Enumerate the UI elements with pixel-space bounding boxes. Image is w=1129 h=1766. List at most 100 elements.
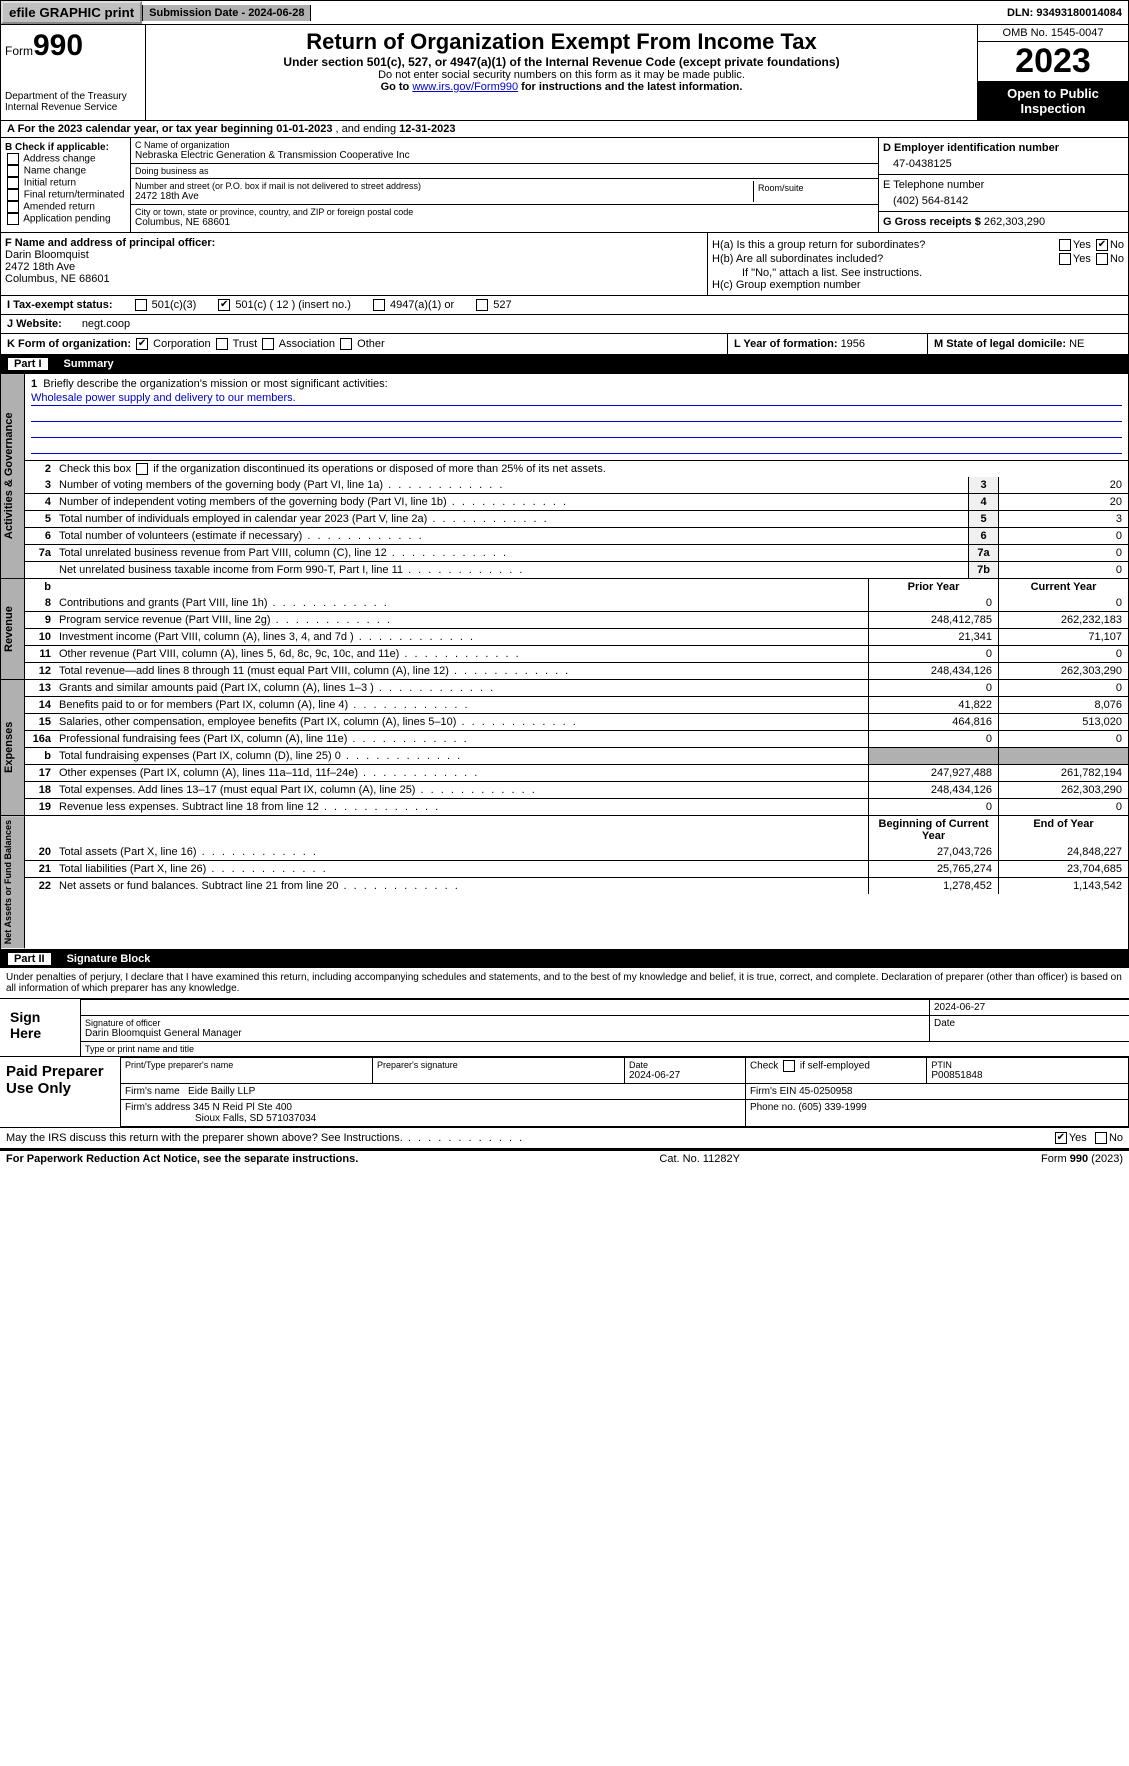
current-value: 0: [998, 799, 1128, 815]
checkbox-ha-yes[interactable]: [1059, 239, 1071, 251]
line2-desc: Check this box if the organization disco…: [55, 461, 1128, 477]
line-box: 5: [968, 511, 998, 527]
discuss-irs-row: May the IRS discuss this return with the…: [0, 1128, 1129, 1149]
checkbox-501c3[interactable]: [135, 299, 147, 311]
mission-blank-1: [31, 408, 1122, 422]
opt-501c-pre: 501(c) (: [235, 299, 276, 311]
org-name: Nebraska Electric Generation & Transmiss…: [135, 150, 874, 161]
prep-sig-label: Preparer's signature: [377, 1060, 620, 1070]
checkbox-other[interactable]: [340, 338, 352, 350]
checkbox-4947[interactable]: [373, 299, 385, 311]
ein-value: 47-0438125: [883, 154, 1124, 170]
room-label: Room/suite: [758, 183, 870, 193]
line-value: 0: [998, 545, 1128, 561]
prior-value: 25,765,274: [868, 861, 998, 877]
checkbox-app-pending[interactable]: [7, 213, 19, 225]
line-value: 0: [998, 562, 1128, 578]
section-k-l-m: K Form of organization: Corporation Trus…: [0, 334, 1129, 355]
checkbox-501c[interactable]: [218, 299, 230, 311]
dln-value: 93493180014084: [1036, 7, 1122, 19]
firm-addr2: Sioux Falls, SD 571037034: [125, 1113, 316, 1124]
dba-label: Doing business as: [135, 166, 874, 176]
section-i-j: I Tax-exempt status: 501(c)(3) 501(c) ( …: [0, 296, 1129, 315]
mission-blank-2: [31, 424, 1122, 438]
form-title-box: Return of Organization Exempt From Incom…: [146, 25, 978, 120]
part2-label: Part II: [8, 953, 51, 965]
checkbox-trust[interactable]: [216, 338, 228, 350]
officer-street: 2472 18th Ave: [5, 261, 703, 273]
checkbox-self-employed[interactable]: [783, 1060, 795, 1072]
firm-name: Eide Bailly LLP: [188, 1086, 255, 1097]
domicile-value: NE: [1069, 338, 1084, 350]
checkbox-ha-no[interactable]: [1096, 239, 1108, 251]
hb-note: If "No," attach a list. See instructions…: [712, 267, 1124, 279]
form990-link[interactable]: www.irs.gov/Form990: [412, 81, 518, 93]
row-a-end: 12-31-2023: [399, 123, 455, 135]
checkbox-final-return[interactable]: [7, 189, 19, 201]
line-value: 3: [998, 511, 1128, 527]
street-label: Number and street (or P.O. box if mail i…: [135, 181, 753, 191]
tax-year: 2023: [978, 42, 1128, 82]
opt-other: Other: [357, 338, 385, 350]
hb-no: No: [1110, 253, 1124, 265]
current-value: 1,143,542: [998, 878, 1128, 894]
checkbox-initial-return[interactable]: [7, 177, 19, 189]
checkbox-corp[interactable]: [136, 338, 148, 350]
tax-status-label: I Tax-exempt status:: [7, 299, 113, 311]
firm-ein-label: Firm's EIN: [750, 1086, 796, 1097]
officer-name: Darin Bloomquist: [5, 249, 703, 261]
footer-form-post: (2023): [1088, 1153, 1123, 1165]
form-subtitle: Under section 501(c), 527, or 4947(a)(1)…: [150, 55, 973, 69]
checkbox-address-change[interactable]: [7, 153, 19, 165]
gross-receipts-value: 262,303,290: [984, 216, 1045, 228]
checkbox-discuss-no[interactable]: [1095, 1132, 1107, 1144]
line-desc: Total fundraising expenses (Part IX, col…: [55, 748, 868, 764]
ptin-label: PTIN: [931, 1060, 1124, 1070]
section-c: C Name of organization Nebraska Electric…: [131, 138, 878, 232]
hc-label: H(c) Group exemption number: [712, 279, 1124, 291]
prior-value: 464,816: [868, 714, 998, 730]
sig-officer-label: Signature of officer: [85, 1018, 925, 1028]
cb-label-amended: Amended return: [23, 202, 95, 213]
checkbox-527[interactable]: [476, 299, 488, 311]
line-desc: Professional fundraising fees (Part IX, …: [55, 731, 868, 747]
checkbox-hb-yes[interactable]: [1059, 253, 1071, 265]
prior-value: 248,412,785: [868, 612, 998, 628]
form-id-box: Form990 Department of the Treasury Inter…: [1, 25, 146, 120]
checkbox-amended[interactable]: [7, 201, 19, 213]
submission-date: Submission Date - 2024-06-28: [142, 5, 311, 21]
checkbox-name-change[interactable]: [7, 165, 19, 177]
section-f: F Name and address of principal officer:…: [1, 233, 708, 295]
line-desc: Contributions and grants (Part VIII, lin…: [55, 595, 868, 611]
prior-value: 1,278,452: [868, 878, 998, 894]
current-value: 23,704,685: [998, 861, 1128, 877]
line-box: 3: [968, 477, 998, 493]
cb-label-name: Name change: [24, 166, 86, 177]
prior-value: 0: [868, 595, 998, 611]
line-desc: Other revenue (Part VIII, column (A), li…: [55, 646, 868, 662]
line-desc: Number of independent voting members of …: [55, 494, 968, 510]
prior-value: [868, 748, 998, 764]
current-value: 71,107: [998, 629, 1128, 645]
opt-4947: 4947(a)(1) or: [390, 299, 454, 311]
checkbox-discuss-yes[interactable]: [1055, 1132, 1067, 1144]
checkbox-assoc[interactable]: [262, 338, 274, 350]
efile-print-button[interactable]: efile GRAPHIC print: [1, 1, 142, 24]
checkbox-discontinued[interactable]: [136, 463, 148, 475]
col-prior-year: Prior Year: [868, 579, 998, 595]
part1-header: Part I Summary: [0, 355, 1129, 373]
line-box: 6: [968, 528, 998, 544]
prep-date: 2024-06-27: [629, 1070, 741, 1081]
opt-501c3: 501(c)(3): [152, 299, 197, 311]
section-k: K Form of organization: Corporation Trus…: [1, 334, 728, 354]
submission-date-value: 2024-06-28: [248, 7, 304, 19]
line-desc: Total revenue—add lines 8 through 11 (mu…: [55, 663, 868, 679]
checkbox-hb-no[interactable]: [1096, 253, 1108, 265]
prep-name-label: Print/Type preparer's name: [125, 1060, 368, 1070]
prior-value: 41,822: [868, 697, 998, 713]
line-box: 4: [968, 494, 998, 510]
cb-label-final: Final return/terminated: [24, 190, 125, 201]
prior-value: 0: [868, 680, 998, 696]
ein-label: D Employer identification number: [883, 142, 1059, 154]
opt-trust: Trust: [233, 338, 258, 350]
